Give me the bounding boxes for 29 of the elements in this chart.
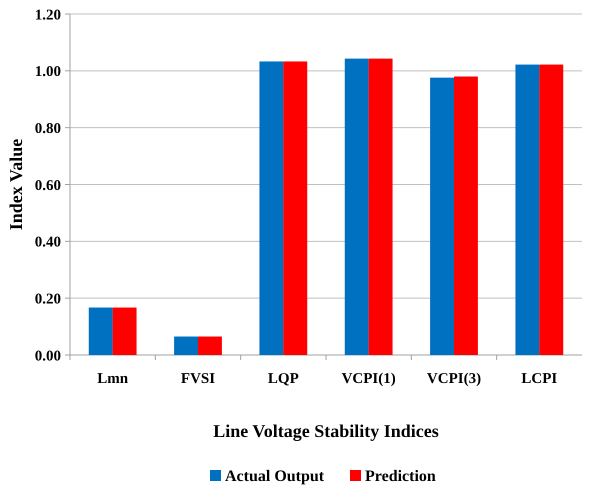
x-tick-label: FVSI [180,371,216,387]
x-tick-label: LCPI [521,371,558,387]
y-tick-label: 1.00 [34,64,61,80]
bar [515,64,540,355]
legend-label: Prediction [365,468,436,485]
x-tick-label: VCPI(3) [426,371,482,387]
bar [454,76,478,355]
bar [283,61,308,355]
bar [539,64,564,355]
bar [198,336,222,355]
x-tick-label: Lmn [97,371,129,387]
bar [259,61,284,355]
y-tick-label: 0.20 [34,291,61,308]
x-tick-label: LQP [268,371,299,387]
y-tick-label: 0.00 [34,348,61,364]
x-tick-label: VCPI(1) [342,371,396,387]
bar [88,308,113,355]
y-tick-label: 1.20 [34,7,61,24]
y-tick-label: 0.80 [34,120,61,137]
x-axis-title: Line Voltage Stability Indices [213,421,439,441]
bar [344,58,369,355]
bar [174,336,198,355]
y-axis-title: Index Value [6,138,26,230]
bar [112,308,137,355]
bar [368,58,393,355]
bar [430,78,454,355]
y-tick-label: 0.40 [34,234,61,251]
legend-label: Actual Output [225,468,325,485]
y-tick-label: 0.60 [34,178,61,194]
